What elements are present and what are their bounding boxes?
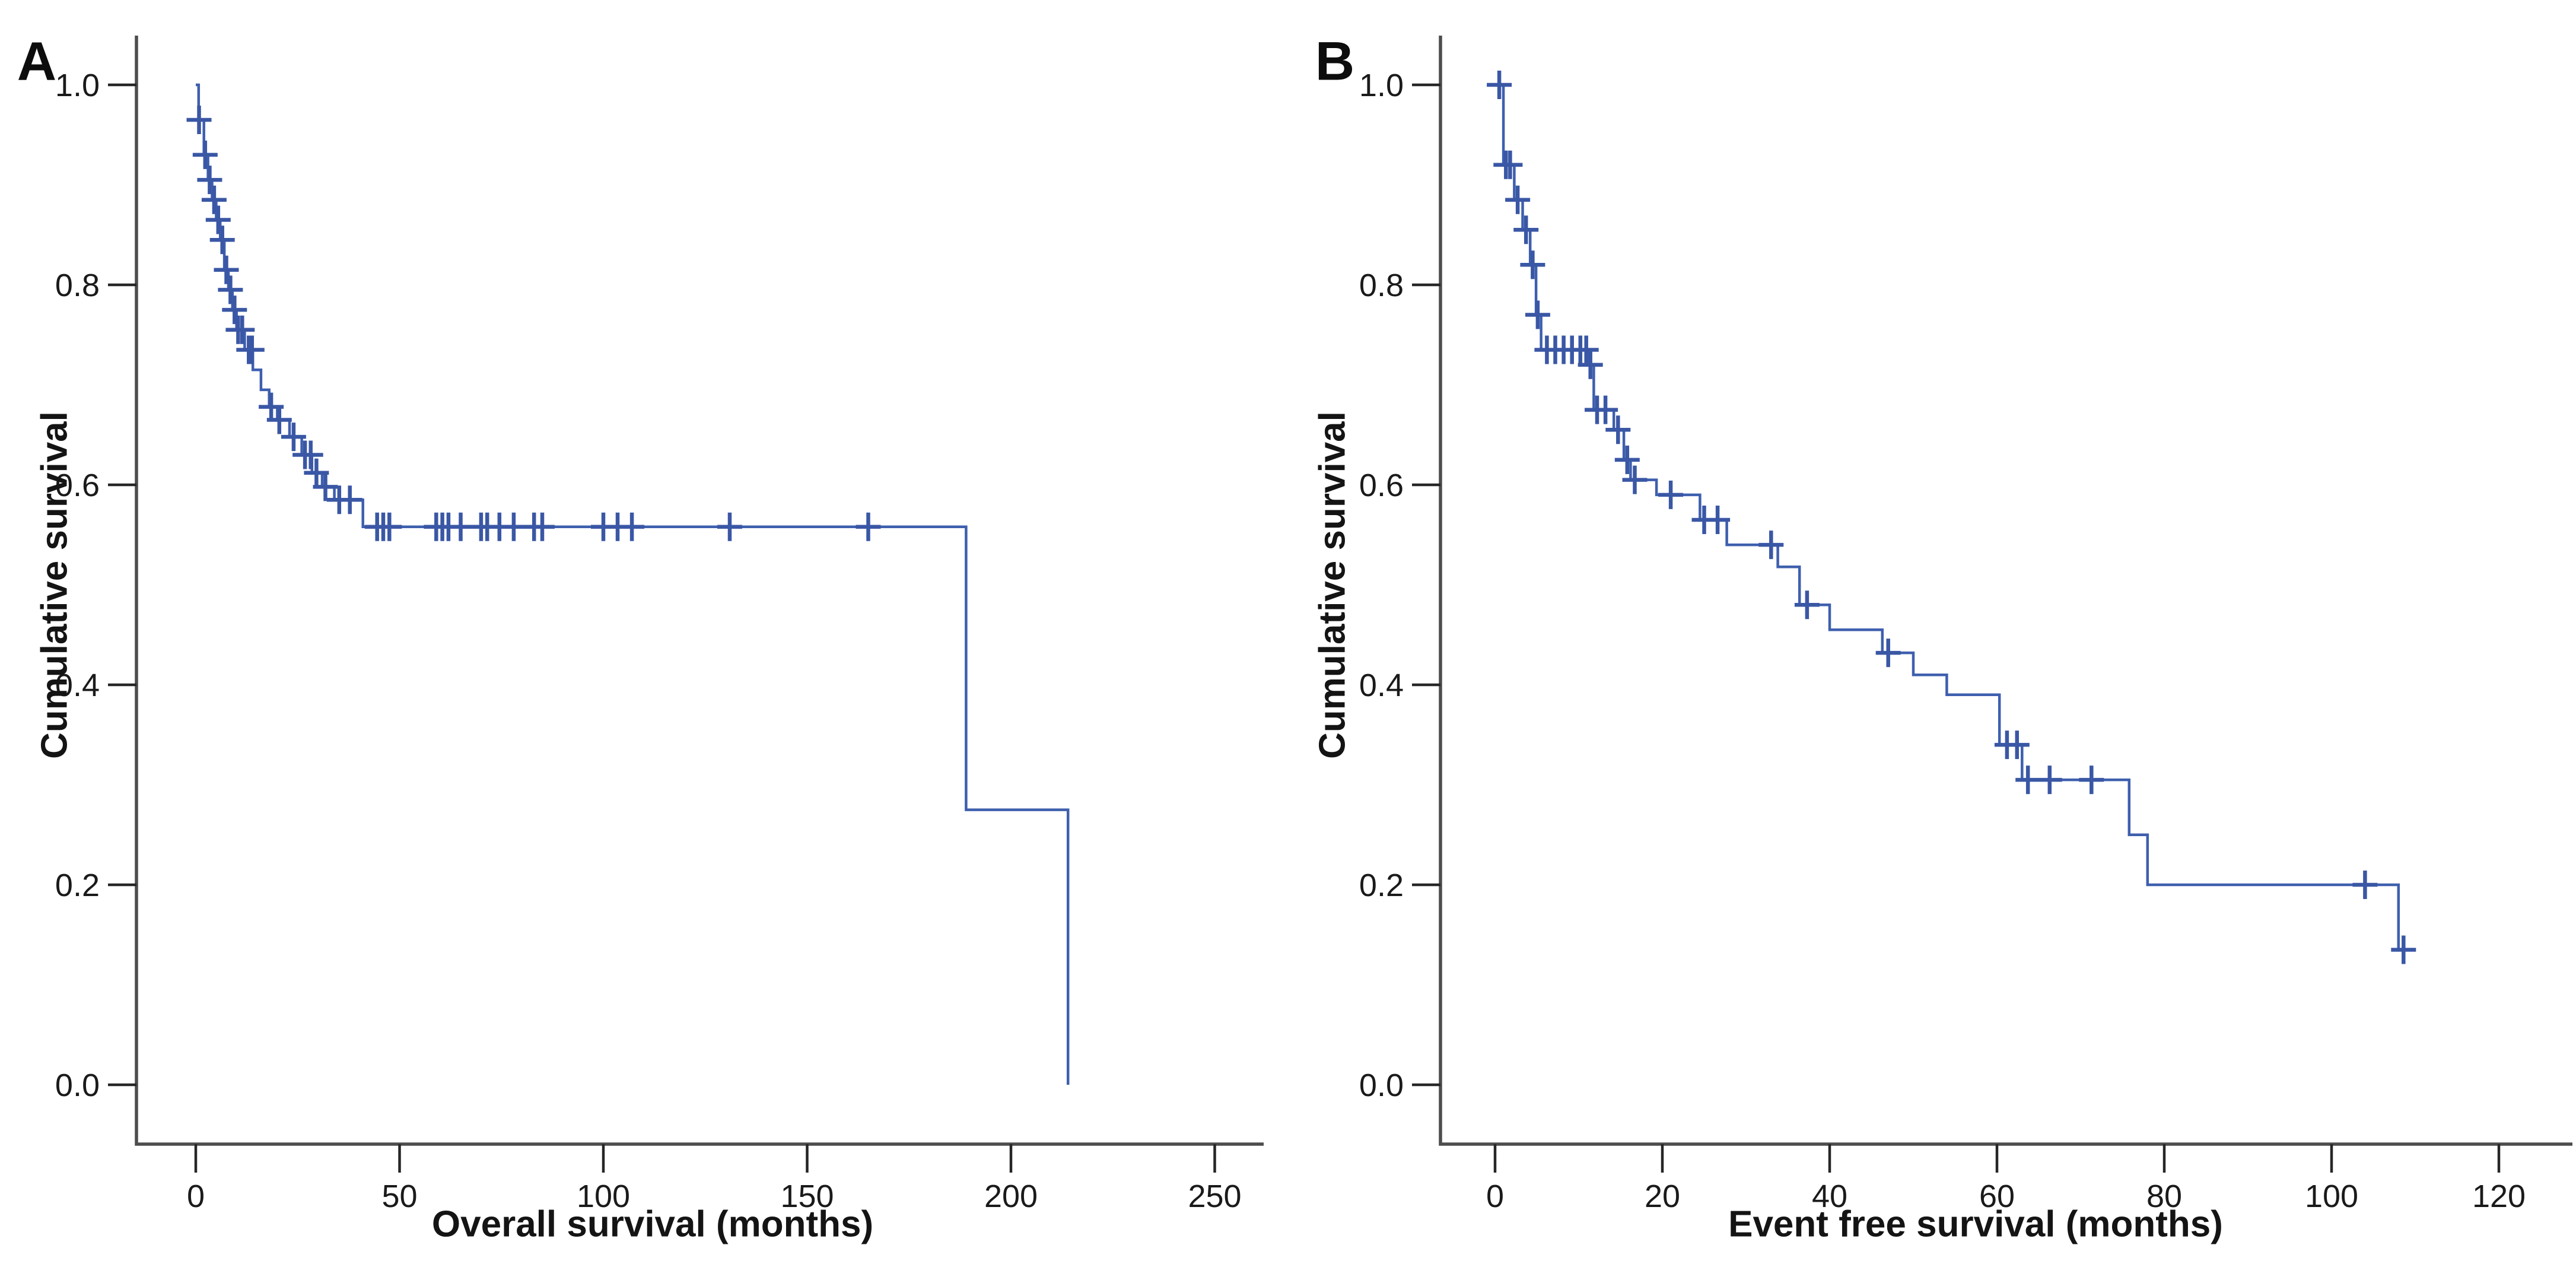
panel-b-y-tick-label: 0.2 xyxy=(1359,868,1404,903)
panel-a-letter: A xyxy=(17,31,57,92)
panel-b-x-tick-label: 120 xyxy=(2472,1179,2526,1214)
panel-b-y-tick-label: 0.0 xyxy=(1359,1068,1404,1103)
panel-b-x-axis-title: Event free survival (months) xyxy=(1728,1203,2223,1245)
panel-a-y-tick-label: 0.2 xyxy=(55,868,100,903)
panel-b-x-tick-label: 0 xyxy=(1486,1179,1504,1214)
panel-b-axes xyxy=(1439,36,2572,1146)
panel-a-x-tick-label: 250 xyxy=(1188,1179,1241,1214)
panel-a-plot: 0.0 0.2 0.4 0.6 0.8 1.0 0 50 100 150 200 250 xyxy=(55,36,1264,1214)
panel-a-y-tick-label: 0.8 xyxy=(55,268,100,303)
panel-a-censor-marks xyxy=(186,106,881,541)
panel-b-x-tick-label: 20 xyxy=(1645,1179,1680,1214)
panel-b-y-tick-label: 0.4 xyxy=(1359,668,1404,703)
panel-b-x-tick-label: 60 xyxy=(1979,1179,2015,1214)
panel-b-letter: B xyxy=(1315,31,1355,92)
panel-a-y-tick-label: 0.4 xyxy=(55,668,100,703)
panel-a-x-tick-label: 0 xyxy=(187,1179,205,1214)
panel-a-x-tick-label: 200 xyxy=(984,1179,1038,1214)
panel-b-plot: 0.0 0.2 0.4 0.6 0.8 1.0 0 20 40 60 80 100 120 xyxy=(1359,36,2572,1214)
panel-b-y-ticks: 0.0 0.2 0.4 0.6 0.8 1.0 xyxy=(1359,68,1440,1103)
panel-b-x-ticks: 0 20 40 60 80 100 120 xyxy=(1486,1144,2526,1214)
panel-a-y-axis-title: Cumulative survival xyxy=(34,411,75,759)
panel-a-survival-curve xyxy=(196,83,1070,1085)
panel-a-y-tick-label: 1.0 xyxy=(55,68,100,103)
panel-b-y-axis-title: Cumulative survival xyxy=(1312,411,1353,759)
panel-b-x-tick-label: 100 xyxy=(2305,1179,2358,1214)
panel-a-axes xyxy=(135,36,1264,1146)
panel-b-censor-marks xyxy=(1487,71,2416,964)
panel-a-x-axis-title: Overall survival (months) xyxy=(431,1203,874,1245)
panel-b-y-tick-label: 0.6 xyxy=(1359,468,1404,503)
panel-b-survival-curve xyxy=(1495,83,2412,951)
panel-a-x-tick-label: 50 xyxy=(381,1179,417,1214)
panel-a-y-tick-label: 0.6 xyxy=(55,468,100,503)
panel-a-x-ticks: 0 50 100 150 200 250 xyxy=(187,1144,1242,1214)
panel-a-x-tick-label: 100 xyxy=(577,1179,630,1214)
panel-a-y-tick-label: 0.0 xyxy=(55,1068,100,1103)
panel-b-x-tick-label: 80 xyxy=(2146,1179,2182,1214)
panel-a-x-tick-label: 150 xyxy=(780,1179,834,1214)
panel-b-x-tick-label: 40 xyxy=(1812,1179,1847,1214)
panel-a-y-ticks: 0.0 0.2 0.4 0.6 0.8 1.0 xyxy=(55,68,136,1103)
panel-b-y-tick-label: 0.8 xyxy=(1359,268,1404,303)
panel-b-y-tick-label: 1.0 xyxy=(1359,68,1404,103)
